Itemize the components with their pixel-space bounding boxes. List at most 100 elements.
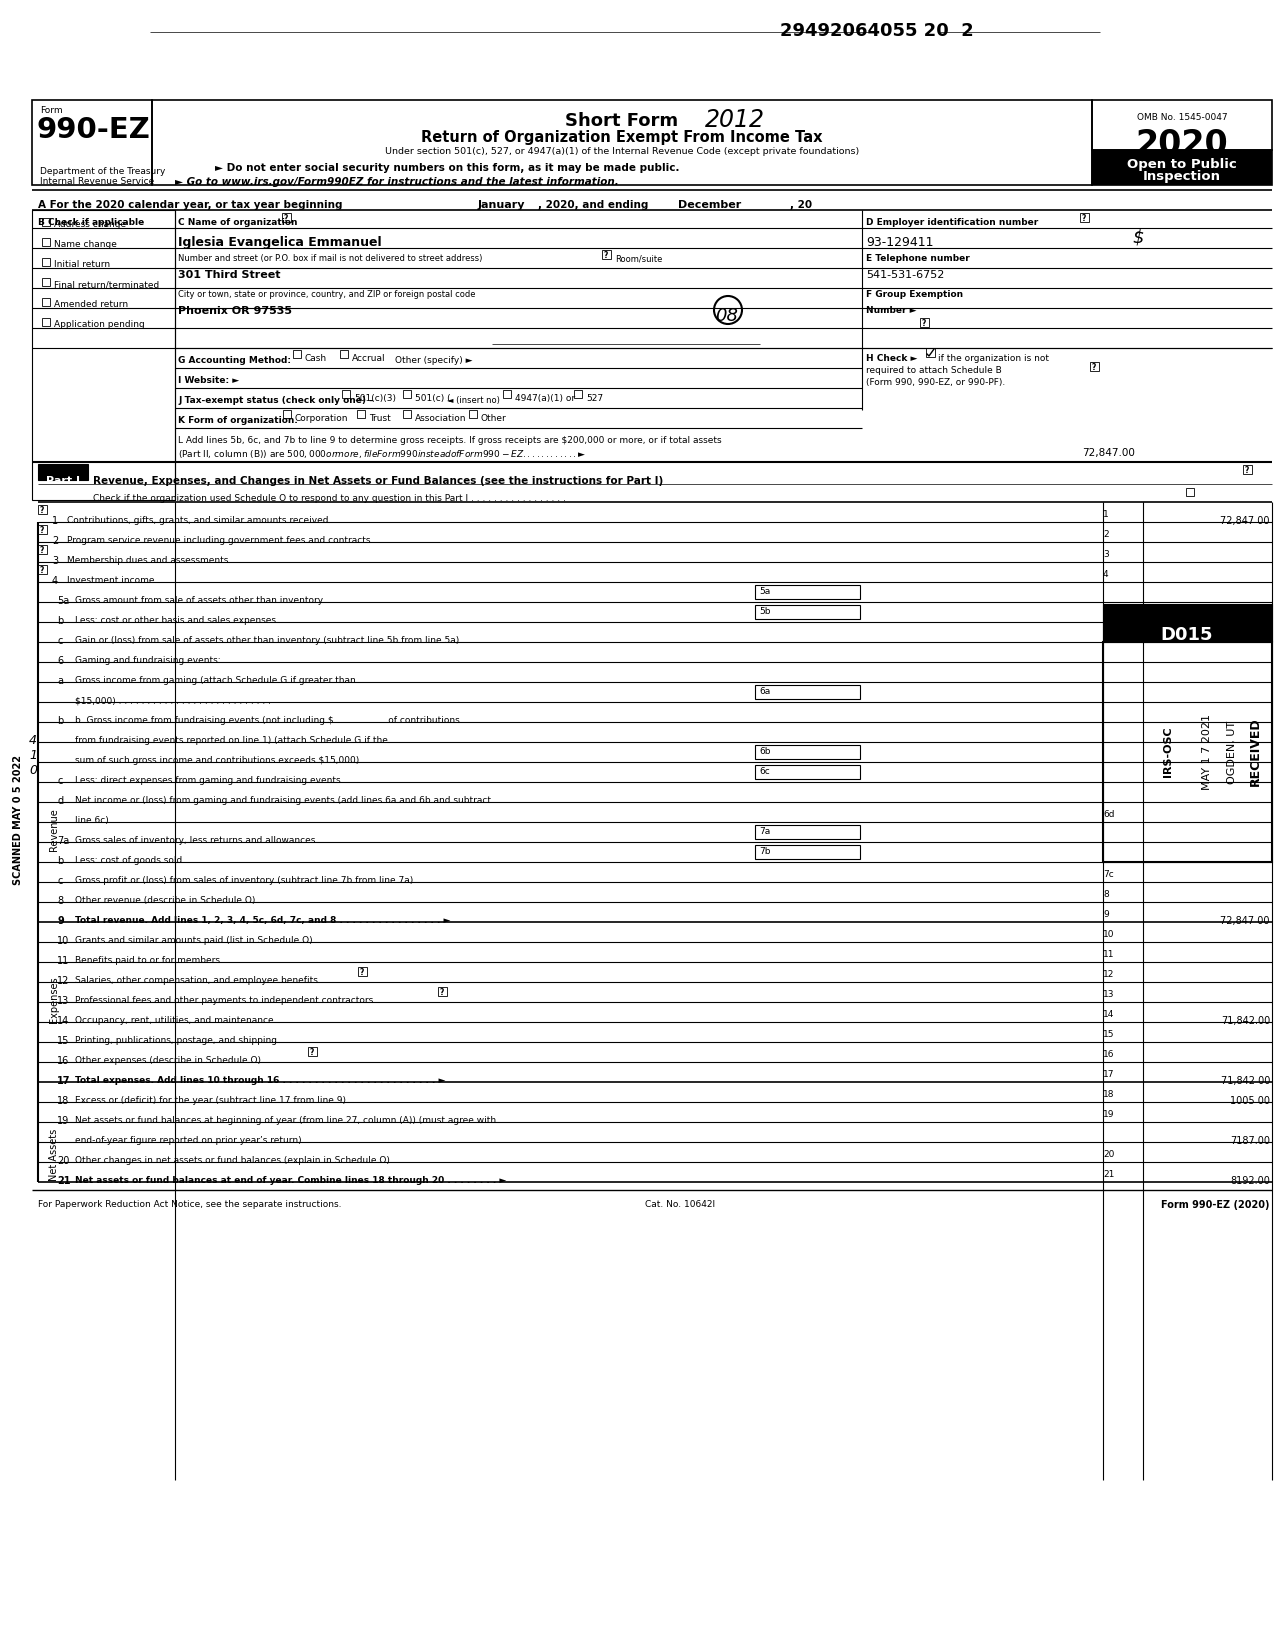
Text: 13: 13 — [1103, 991, 1114, 999]
Bar — [43, 297, 50, 305]
Text: , 20: , 20 — [790, 200, 813, 210]
Text: Excess or (deficit) for the year (subtract line 17 from line 9) . . . . . . . . : Excess or (deficit) for the year (subtra… — [75, 1096, 438, 1105]
Text: Gross profit or (loss) from sales of inventory (subtract line 7b from line 7a) .: Gross profit or (loss) from sales of inv… — [75, 877, 470, 885]
Text: D015: D015 — [1160, 626, 1213, 644]
Text: IRS-OSC: IRS-OSC — [1163, 726, 1173, 778]
Text: 9: 9 — [1103, 910, 1109, 920]
Text: 3: 3 — [52, 556, 58, 566]
Text: 21: 21 — [1103, 1171, 1114, 1179]
Text: 990-EZ: 990-EZ — [36, 116, 149, 144]
Text: 19: 19 — [57, 1116, 70, 1126]
Text: 3: 3 — [1103, 550, 1109, 560]
Text: 5c: 5c — [1103, 631, 1114, 639]
Text: 1: 1 — [52, 517, 58, 527]
Text: ?: ? — [40, 546, 44, 555]
Text: OGDEN, UT: OGDEN, UT — [1227, 720, 1236, 784]
Text: ?: ? — [359, 967, 365, 977]
Text: c: c — [57, 636, 62, 646]
Text: ?: ? — [283, 215, 289, 223]
Text: ?: ? — [309, 1048, 314, 1057]
Text: 6c: 6c — [759, 768, 770, 776]
Text: Contributions, gifts, grants, and similar amounts received . . . . . . . . . . .: Contributions, gifts, grants, and simila… — [67, 517, 420, 525]
Text: 72,847 00: 72,847 00 — [1221, 517, 1270, 527]
Text: 1005 00: 1005 00 — [1230, 1096, 1270, 1106]
Text: D Employer identification number: D Employer identification number — [866, 218, 1038, 226]
Text: 2012: 2012 — [705, 107, 765, 132]
Text: Department of the Treasury
Internal Revenue Service: Department of the Treasury Internal Reve… — [40, 167, 165, 187]
Bar — [282, 213, 291, 221]
Text: A For the 2020 calendar year, or tax year beginning: A For the 2020 calendar year, or tax yea… — [39, 200, 343, 210]
Text: 19: 19 — [1103, 1109, 1114, 1119]
Text: L Add lines 5b, 6c, and 7b to line 9 to determine gross receipts. If gross recei: L Add lines 5b, 6c, and 7b to line 9 to … — [178, 436, 721, 446]
Text: I Website: ►: I Website: ► — [178, 376, 240, 385]
Text: 18: 18 — [1103, 1090, 1114, 1100]
Bar — [358, 967, 367, 976]
Text: Gross amount from sale of assets other than inventory  . . . . .: Gross amount from sale of assets other t… — [75, 596, 354, 604]
Bar — [43, 258, 50, 266]
Text: H Check ►: H Check ► — [866, 353, 917, 363]
Text: c: c — [57, 877, 62, 887]
Text: 7b: 7b — [759, 847, 770, 855]
Text: City or town, state or province, country, and ZIP or foreign postal code: City or town, state or province, country… — [178, 291, 475, 299]
Text: ?: ? — [604, 251, 608, 259]
Text: 10: 10 — [57, 936, 70, 946]
Text: 4: 4 — [52, 576, 58, 586]
Text: from fundraising events reported on line 1) (attach Schedule G if the: from fundraising events reported on line… — [75, 736, 388, 745]
Text: 7c: 7c — [1103, 870, 1114, 878]
Text: 6b: 6b — [759, 746, 770, 756]
Text: 541-531-6752: 541-531-6752 — [866, 271, 944, 281]
Bar — [292, 350, 301, 358]
Text: 7187.00: 7187.00 — [1230, 1136, 1270, 1146]
Text: 16: 16 — [1103, 1050, 1114, 1058]
Text: Association: Association — [415, 414, 466, 423]
Bar — [755, 604, 860, 619]
Text: 8: 8 — [1103, 890, 1109, 900]
Text: 12: 12 — [57, 976, 70, 986]
Text: MAY 1 7 2021: MAY 1 7 2021 — [1202, 713, 1212, 789]
Text: 1: 1 — [1103, 510, 1109, 518]
Bar — [1103, 604, 1273, 642]
Bar — [39, 545, 46, 555]
Bar — [152, 101, 1092, 185]
Bar — [1092, 101, 1273, 150]
Text: 71,842.00: 71,842.00 — [1221, 1015, 1270, 1025]
Text: 20: 20 — [1103, 1151, 1114, 1159]
Bar — [755, 764, 860, 779]
Text: 18: 18 — [57, 1096, 70, 1106]
Text: Gross income from gaming (attach Schedule G if greater than: Gross income from gaming (attach Schedul… — [75, 675, 355, 685]
Text: Part I: Part I — [46, 475, 80, 485]
Text: Membership dues and assessments . . . . . . . . . . . . . . . . . . . . . . . . : Membership dues and assessments . . . . … — [67, 556, 389, 565]
Bar — [755, 745, 860, 759]
Text: 6a: 6a — [759, 687, 770, 697]
Text: 6d: 6d — [1103, 811, 1114, 819]
Text: Name change: Name change — [54, 239, 117, 249]
Text: Revenue, Expenses, and Changes in Net Assets or Fund Balances (see the instructi: Revenue, Expenses, and Changes in Net As… — [93, 475, 663, 485]
Text: Return of Organization Exempt From Income Tax: Return of Organization Exempt From Incom… — [421, 130, 823, 145]
Text: 4
1
0: 4 1 0 — [30, 733, 37, 776]
Text: Grants and similar amounts paid (list in Schedule O) . . . . . . . . . . . . . .: Grants and similar amounts paid (list in… — [75, 936, 428, 944]
Text: 11: 11 — [1103, 949, 1114, 959]
Text: December: December — [677, 200, 742, 210]
Text: 5a: 5a — [759, 588, 770, 596]
Bar — [926, 348, 935, 357]
Text: 8: 8 — [57, 896, 63, 906]
Text: Number and street (or P.O. box if mail is not delivered to street address): Number and street (or P.O. box if mail i… — [178, 254, 483, 263]
Text: Accrual: Accrual — [352, 353, 385, 363]
Text: Check if the organization used Schedule O to respond to any question in this Par: Check if the organization used Schedule … — [93, 494, 565, 504]
Bar — [43, 277, 50, 286]
Bar — [1243, 466, 1252, 474]
Text: ?: ? — [40, 527, 44, 535]
Text: 15: 15 — [57, 1035, 70, 1047]
Bar — [39, 525, 46, 533]
Text: a: a — [57, 675, 63, 687]
Bar — [340, 350, 348, 358]
Bar — [469, 409, 477, 418]
Text: For Paperwork Reduction Act Notice, see the separate instructions.: For Paperwork Reduction Act Notice, see … — [39, 1200, 341, 1209]
Text: 16: 16 — [57, 1057, 70, 1067]
Bar — [438, 987, 447, 996]
Bar — [357, 409, 365, 418]
Text: 5b: 5b — [759, 608, 770, 616]
Text: Less: direct expenses from gaming and fundraising events . . .: Less: direct expenses from gaming and fu… — [75, 776, 358, 784]
Text: ◄ (insert no): ◄ (insert no) — [447, 396, 500, 404]
Text: ?: ? — [1244, 466, 1249, 475]
